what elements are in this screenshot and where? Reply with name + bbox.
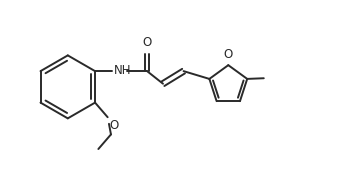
Text: O: O <box>109 119 118 132</box>
Text: NH: NH <box>114 64 131 77</box>
Text: O: O <box>143 36 152 49</box>
Text: O: O <box>224 47 233 61</box>
